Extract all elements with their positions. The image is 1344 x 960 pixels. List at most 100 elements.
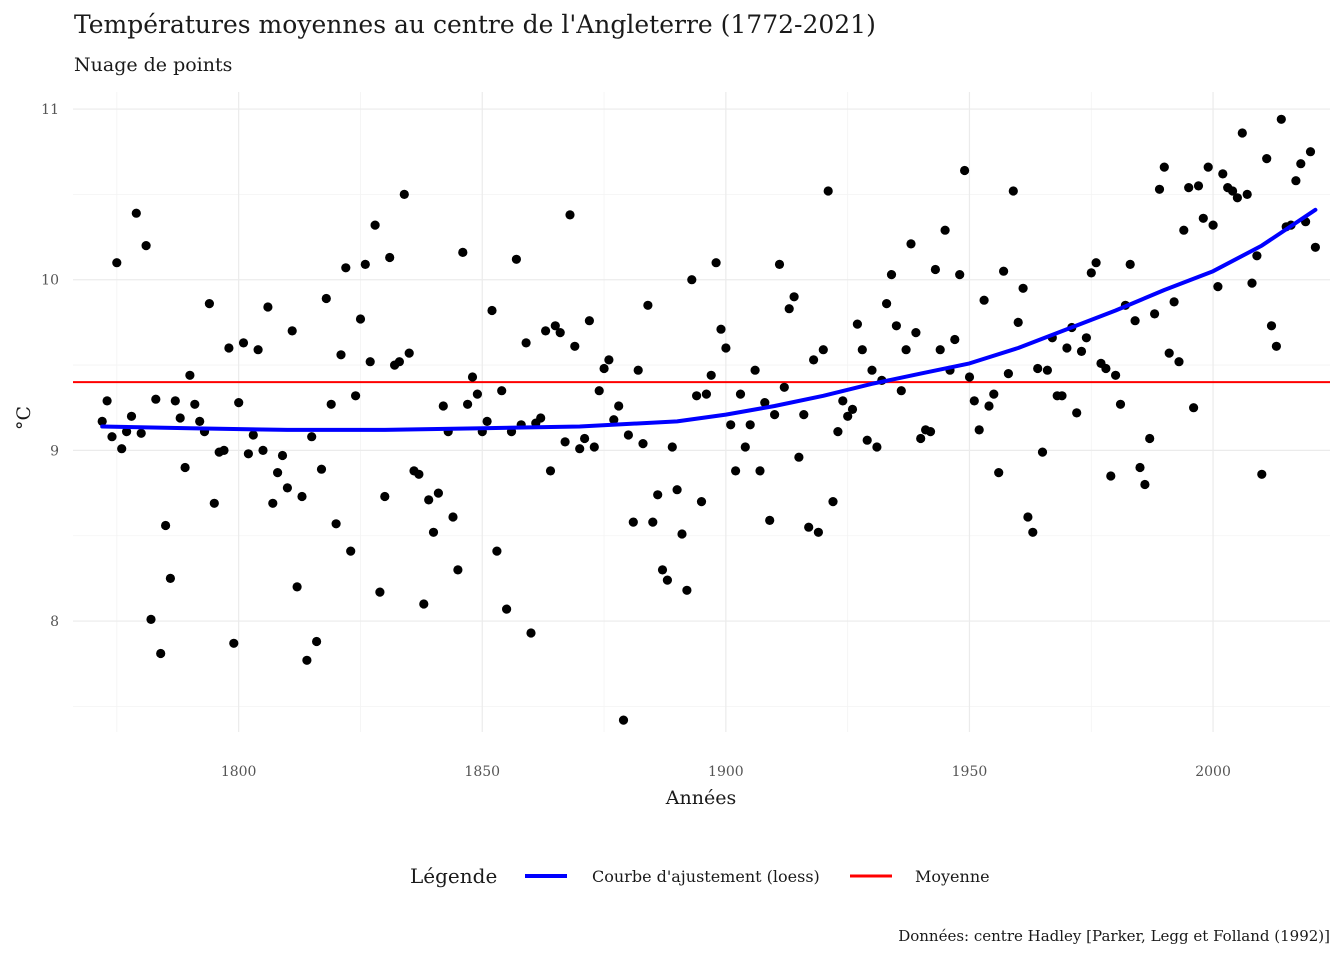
data-point — [526, 628, 536, 638]
loess-curve — [100, 207, 1318, 432]
data-point — [1111, 370, 1121, 380]
data-point — [750, 365, 760, 375]
data-point — [940, 225, 950, 235]
data-point — [1276, 114, 1286, 124]
data-point — [935, 345, 945, 355]
data-point — [862, 435, 872, 445]
data-point — [360, 259, 370, 269]
chart-title: Températures moyennes au centre de l'Ang… — [74, 10, 876, 39]
data-point — [706, 370, 716, 380]
data-point — [580, 433, 590, 444]
data-point — [1101, 363, 1111, 374]
data-point — [813, 527, 824, 537]
data-point — [843, 411, 853, 421]
data-point — [823, 186, 833, 196]
data-point — [653, 490, 663, 500]
data-point — [550, 321, 560, 331]
data-point — [1013, 317, 1023, 327]
data-point — [745, 420, 755, 430]
data-point — [263, 302, 273, 312]
data-point — [107, 432, 117, 442]
data-point — [458, 247, 468, 257]
data-point — [394, 357, 404, 367]
data-point — [911, 328, 921, 338]
data-point — [141, 241, 151, 251]
data-point — [692, 391, 702, 401]
data-point — [857, 345, 867, 355]
data-point — [1174, 357, 1184, 367]
data-point — [955, 270, 965, 280]
data-point — [112, 258, 122, 268]
data-point — [565, 210, 575, 220]
data-point — [731, 466, 741, 476]
data-point — [677, 529, 687, 539]
data-point — [438, 401, 448, 411]
data-point — [380, 491, 390, 502]
data-point — [726, 420, 736, 430]
data-point — [1091, 258, 1101, 268]
data-point — [312, 636, 322, 647]
data-point — [175, 413, 185, 423]
data-point — [716, 324, 726, 334]
data-point — [1169, 297, 1179, 307]
data-point — [809, 355, 819, 365]
data-point — [1008, 186, 1018, 196]
data-point — [667, 442, 677, 452]
data-point — [838, 396, 848, 406]
data-point — [633, 365, 643, 375]
data-point — [204, 299, 214, 309]
data-point — [1305, 147, 1316, 157]
data-point — [594, 386, 604, 396]
data-point — [1310, 242, 1320, 252]
y-tick-label: 9 — [50, 443, 59, 459]
data-point — [950, 334, 960, 345]
data-point — [302, 655, 312, 665]
data-point — [1018, 283, 1028, 293]
points-layer — [97, 114, 1320, 725]
data-point — [448, 512, 458, 522]
data-point — [136, 428, 146, 438]
data-point — [999, 266, 1009, 276]
data-point — [433, 488, 443, 498]
data-point — [346, 546, 356, 556]
legend-label-loess: Courbe d'ajustement (loess) — [592, 867, 820, 886]
data-point — [687, 275, 697, 285]
data-point — [701, 389, 712, 399]
data-point — [1159, 162, 1169, 172]
data-point — [979, 295, 989, 305]
data-point — [1266, 321, 1277, 331]
data-point — [882, 299, 892, 309]
data-point — [799, 410, 809, 420]
data-point — [1076, 346, 1087, 356]
data-point — [195, 416, 205, 426]
data-point — [828, 497, 838, 507]
data-point — [287, 326, 297, 336]
data-point — [521, 338, 531, 348]
data-point — [1106, 471, 1116, 481]
data-point — [238, 338, 249, 348]
data-point — [599, 363, 609, 374]
data-point — [277, 450, 288, 461]
data-point — [1140, 479, 1150, 490]
data-point — [925, 427, 936, 437]
data-point — [789, 292, 799, 302]
data-point — [1154, 184, 1165, 194]
data-point — [492, 546, 502, 556]
data-point — [906, 239, 916, 249]
data-point — [224, 343, 234, 353]
legend-label-mean: Moyenne — [915, 867, 990, 886]
data-point — [867, 365, 877, 375]
data-point — [1184, 183, 1194, 193]
data-point — [248, 430, 258, 440]
data-point — [721, 343, 731, 353]
data-point — [1198, 213, 1208, 223]
data-point — [1218, 169, 1228, 179]
data-point — [209, 498, 219, 508]
data-point — [1208, 220, 1218, 230]
data-point — [852, 319, 863, 329]
data-point — [969, 396, 979, 406]
data-point — [1081, 333, 1091, 343]
data-point — [375, 587, 385, 597]
data-point — [419, 599, 429, 609]
legend: Légende Courbe d'ajustement (loess) Moye… — [410, 864, 990, 888]
